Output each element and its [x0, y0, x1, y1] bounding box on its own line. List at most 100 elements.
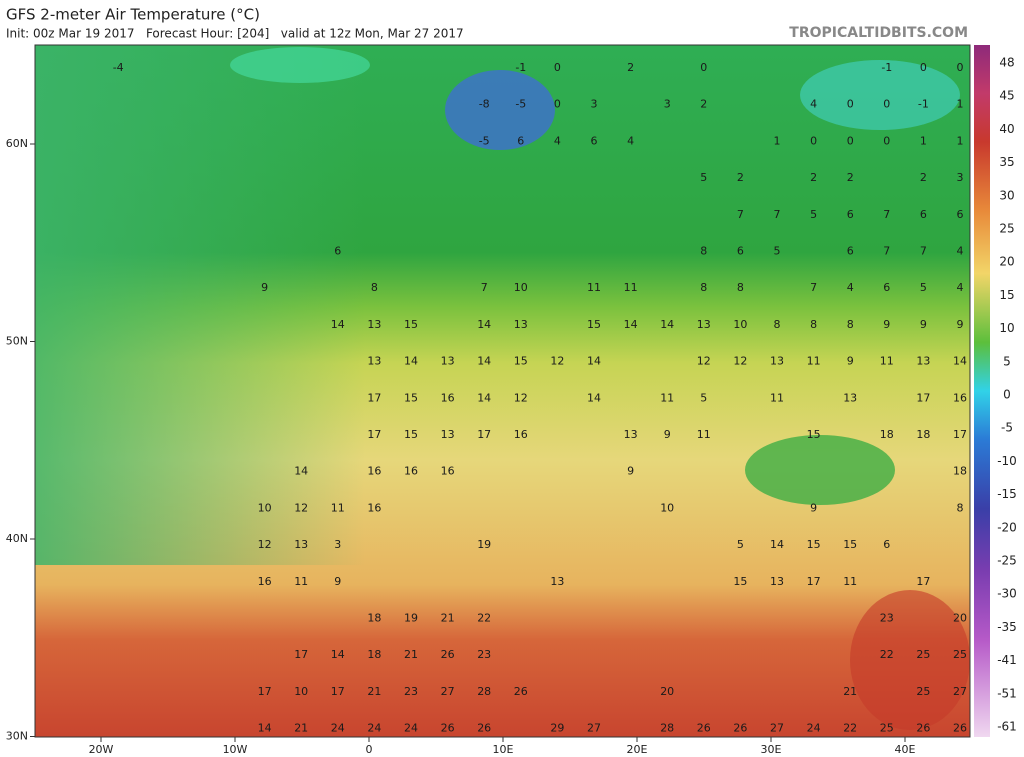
temperature-label: 9 — [261, 281, 268, 294]
temperature-label: 7 — [737, 208, 744, 221]
temperature-label: 27 — [587, 722, 601, 735]
temperature-label: 13 — [550, 575, 564, 588]
lat-label: 30N — [6, 730, 28, 743]
cold-area — [800, 60, 960, 130]
temperature-label: 14 — [404, 355, 418, 368]
temperature-label: 0 — [700, 61, 707, 74]
temperature-label: 15 — [404, 391, 418, 404]
temperature-label: 22 — [843, 722, 857, 735]
temperature-label: 11 — [697, 428, 711, 441]
temperature-label: 12 — [697, 355, 711, 368]
temperature-label: 6 — [883, 538, 890, 551]
temperature-label: 8 — [700, 281, 707, 294]
temperature-label: 15 — [807, 538, 821, 551]
temperature-label: 21 — [367, 685, 381, 698]
temperature-label: 14 — [953, 355, 967, 368]
lat-label: 60N — [6, 137, 28, 150]
temperature-label: 10 — [660, 501, 674, 514]
cold-area — [445, 70, 555, 150]
temperature-label: 26 — [441, 722, 455, 735]
temperature-label: 18 — [880, 428, 894, 441]
temperature-label: 7 — [883, 208, 890, 221]
temperature-label: 28 — [660, 722, 674, 735]
temperature-label: 13 — [770, 355, 784, 368]
temperature-label: 29 — [550, 722, 564, 735]
lon-label: 40E — [895, 743, 916, 756]
temperature-label: 9 — [847, 355, 854, 368]
temperature-label: -1 — [918, 98, 929, 111]
colorbar-label: -15 — [997, 487, 1017, 501]
temperature-label: 8 — [700, 245, 707, 258]
temperature-label: 0 — [847, 98, 854, 111]
lat-label: 40N — [6, 532, 28, 545]
colorbar-label: -5 — [1001, 421, 1013, 435]
temperature-label: 18 — [953, 465, 967, 478]
temperature-label: 2 — [920, 171, 927, 184]
temperature-label: 10 — [258, 501, 272, 514]
temperature-label: 16 — [953, 391, 967, 404]
temperature-label: 15 — [587, 318, 601, 331]
temperature-label: 4 — [627, 134, 634, 147]
temperature-label: 5 — [700, 171, 707, 184]
temperature-label: 15 — [514, 355, 528, 368]
temperature-label: 14 — [258, 722, 272, 735]
temperature-label: 14 — [770, 538, 784, 551]
temperature-label: -4 — [113, 61, 124, 74]
temperature-label: 9 — [883, 318, 890, 331]
colorbar-label: 48 — [999, 56, 1014, 70]
temperature-label: -5 — [515, 98, 526, 111]
temperature-label: 7 — [481, 281, 488, 294]
temperature-label: 25 — [953, 648, 967, 661]
temperature-label: 13 — [624, 428, 638, 441]
colorbar-label: 15 — [999, 288, 1014, 302]
temperature-label: 26 — [441, 648, 455, 661]
temperature-label: 13 — [441, 355, 455, 368]
temperature-label: 0 — [847, 134, 854, 147]
temperature-label: 15 — [733, 575, 747, 588]
subtitle: Init: 00z Mar 19 2017 Forecast Hour: [20… — [6, 27, 464, 41]
colorbar-label: -20 — [997, 520, 1017, 534]
temperature-label: 23 — [477, 648, 491, 661]
temperature-label: 26 — [514, 685, 528, 698]
temperature-label: 1 — [957, 98, 964, 111]
temperature-label: 14 — [587, 355, 601, 368]
temperature-label: 13 — [441, 428, 455, 441]
temperature-label: 13 — [514, 318, 528, 331]
temperature-label: 6 — [517, 134, 524, 147]
colorbar — [974, 45, 990, 737]
temperature-label: 20 — [660, 685, 674, 698]
temperature-label: 8 — [737, 281, 744, 294]
temperature-label: 6 — [920, 208, 927, 221]
temperature-label: 7 — [883, 245, 890, 258]
temperature-label: 16 — [404, 465, 418, 478]
lon-label: 30E — [761, 743, 782, 756]
temperature-label: 8 — [371, 281, 378, 294]
temperature-label: 12 — [733, 355, 747, 368]
temperature-label: 6 — [737, 245, 744, 258]
temperature-label: 11 — [660, 391, 674, 404]
temperature-label: 0 — [957, 61, 964, 74]
temperature-label: 11 — [880, 355, 894, 368]
temperature-label: 12 — [550, 355, 564, 368]
temperature-label: 10 — [733, 318, 747, 331]
colorbar-label: 5 — [1003, 354, 1011, 368]
temperature-label: 3 — [591, 98, 598, 111]
temperature-label: 17 — [367, 428, 381, 441]
temperature-label: 8 — [774, 318, 781, 331]
temperature-label: 3 — [664, 98, 671, 111]
colorbar-label: 40 — [999, 122, 1014, 136]
temperature-label: 11 — [807, 355, 821, 368]
temperature-label: 1 — [957, 134, 964, 147]
title: GFS 2-meter Air Temperature (°C) — [6, 6, 260, 24]
temperature-label: 15 — [843, 538, 857, 551]
temperature-label: 2 — [627, 61, 634, 74]
temperature-label: 13 — [367, 355, 381, 368]
temperature-label: 16 — [441, 391, 455, 404]
temperature-label: 2 — [847, 171, 854, 184]
temperature-label: 24 — [331, 722, 345, 735]
lon-label: 20W — [89, 743, 114, 756]
temperature-label: 12 — [294, 501, 308, 514]
temperature-label: 8 — [957, 501, 964, 514]
temperature-label: 1 — [774, 134, 781, 147]
